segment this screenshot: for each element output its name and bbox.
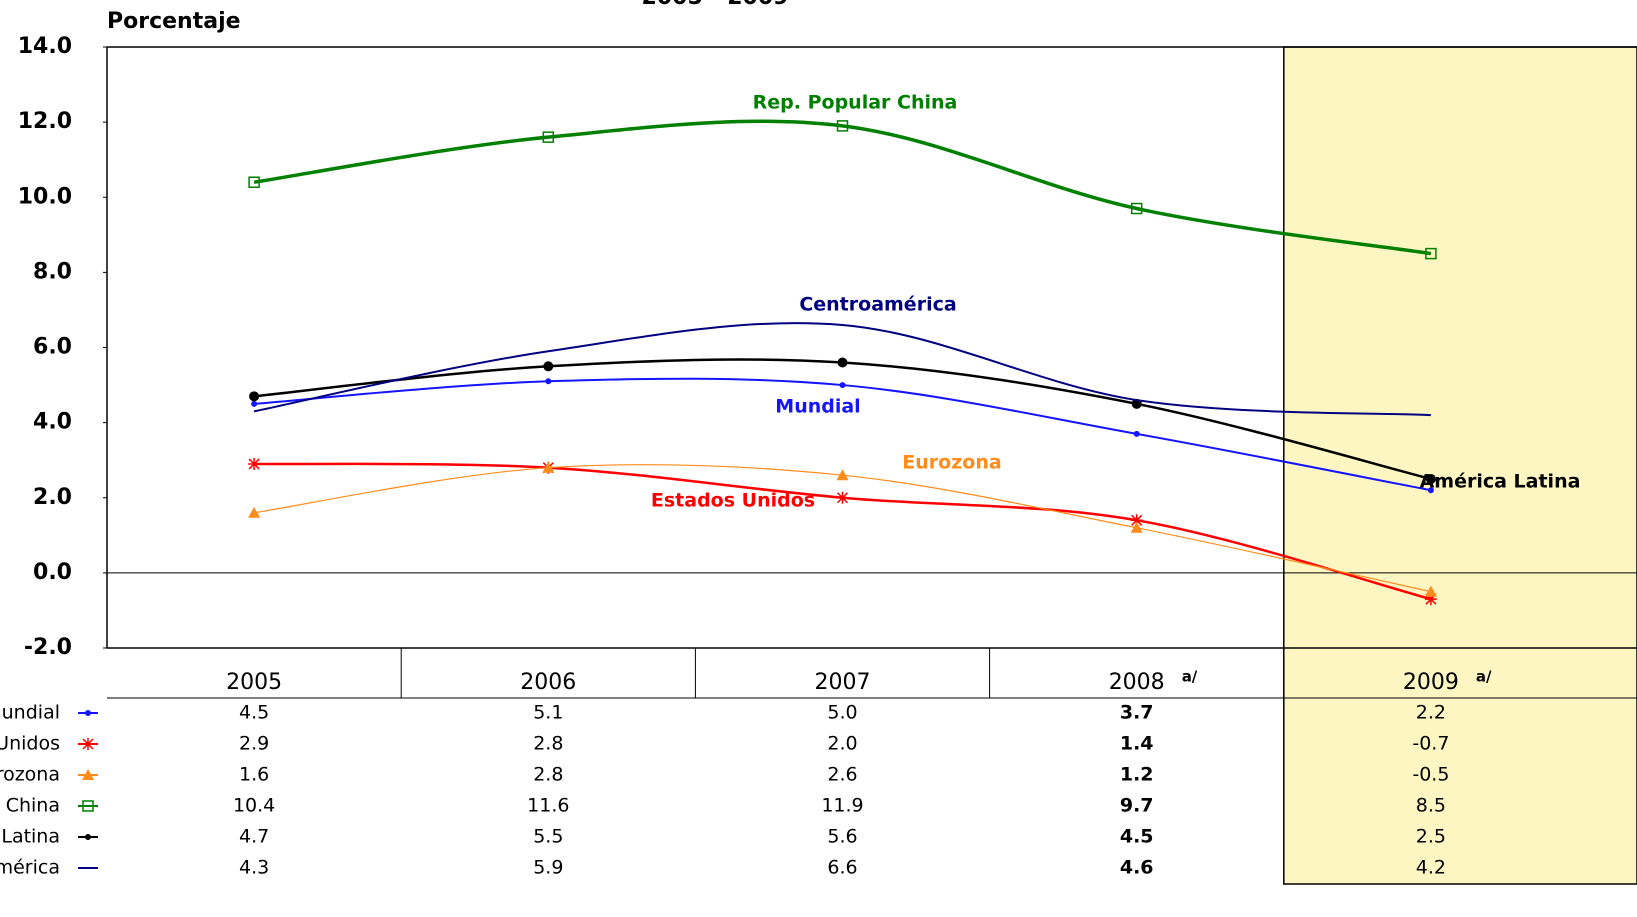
series-annotation: América Latina	[1420, 471, 1581, 493]
category-note: a/	[1182, 668, 1198, 686]
table-value: 4.6	[1120, 857, 1154, 879]
marker	[82, 738, 94, 750]
table-value: 11.6	[527, 795, 569, 817]
category-note: a/	[1476, 668, 1492, 686]
table-value: 1.4	[1120, 733, 1154, 755]
table-value: 2.8	[533, 764, 563, 786]
table-value: 5.9	[533, 857, 563, 879]
y-tick-label: 4.0	[33, 410, 72, 435]
y-tick-label: -2.0	[24, 635, 72, 660]
marker	[1425, 247, 1437, 260]
marker	[1425, 473, 1436, 484]
series-annotation: Estados Unidos	[651, 490, 815, 512]
table-value: 11.9	[821, 795, 863, 817]
table-value: 2.6	[827, 764, 857, 786]
table-value: 6.6	[827, 857, 857, 879]
table-value: 4.7	[239, 826, 269, 848]
marker	[1130, 521, 1143, 533]
series-line	[253, 358, 1432, 481]
series-annotation: Centroamérica	[799, 294, 956, 316]
table-value: 1.6	[239, 764, 269, 786]
marker	[251, 400, 258, 407]
y-tick-label: 0.0	[33, 560, 72, 585]
series-annotation: Mundial	[775, 396, 860, 418]
marker	[836, 491, 849, 504]
table-value: 4.5	[1120, 826, 1154, 848]
table-value: 5.6	[827, 826, 857, 848]
y-tick-label: 2.0	[33, 485, 72, 510]
table-value: 2.8	[533, 733, 563, 755]
x-tick-label: 2007	[815, 670, 871, 695]
y-tick-label: 8.0	[33, 259, 72, 284]
table-value: 9.7	[1120, 795, 1154, 817]
table-value: 5.0	[827, 702, 857, 724]
marker	[543, 361, 554, 372]
legend-label: Mundial	[0, 702, 60, 724]
y-tick-label: 10.0	[18, 184, 72, 209]
legend-label: Eurozona	[0, 764, 60, 786]
x-tick-label: 2005	[226, 670, 282, 695]
marker	[82, 800, 94, 812]
marker	[1427, 487, 1434, 494]
highlight-column	[1283, 46, 1637, 885]
legend-label: Centroamérica	[0, 857, 60, 879]
series-line	[253, 119, 1432, 256]
x-tick-label: 2009	[1403, 670, 1459, 695]
table-value: 8.5	[1416, 795, 1446, 817]
y-tick-label: 14.0	[18, 34, 72, 59]
y-axis-label: Porcentaje	[107, 9, 241, 34]
x-tick-label: 2006	[520, 670, 576, 695]
table-value: 2.2	[1416, 702, 1446, 724]
table-value: 5.1	[533, 702, 563, 724]
marker	[836, 469, 849, 481]
y-tick-label: 6.0	[33, 335, 72, 360]
marker	[836, 120, 849, 132]
marker	[1424, 585, 1437, 597]
marker	[839, 382, 846, 389]
marker	[1424, 593, 1437, 606]
chart-title: 2005 - 2009	[642, 0, 789, 10]
y-tick-label: 12.0	[18, 109, 72, 134]
table-value: 4.5	[239, 702, 269, 724]
marker	[85, 710, 91, 716]
series-annotation: Eurozona	[902, 452, 1001, 474]
marker	[85, 834, 91, 840]
series-line	[254, 462, 1432, 601]
table-value: 1.2	[1120, 764, 1154, 786]
table-value: 4.3	[239, 857, 269, 879]
x-tick-label: 2008	[1109, 670, 1165, 695]
marker	[542, 461, 555, 473]
series-annotation: Rep. Popular China	[753, 92, 958, 114]
table-value: 5.5	[533, 826, 563, 848]
table-value: 4.2	[1416, 857, 1446, 879]
marker	[837, 357, 848, 368]
table-value: -0.7	[1412, 733, 1449, 755]
marker	[542, 131, 555, 143]
series-line	[253, 322, 1431, 417]
marker	[1130, 514, 1143, 527]
table-value: 2.0	[827, 733, 857, 755]
legend-label: Estados Unidos	[0, 733, 60, 755]
legend-label: Rep. Popular China	[0, 795, 60, 817]
marker	[248, 176, 260, 188]
legend-label: América Latina	[0, 826, 60, 848]
table-value: -0.5	[1412, 764, 1449, 786]
table-value: 2.9	[239, 733, 269, 755]
marker	[248, 457, 261, 470]
marker	[249, 391, 260, 402]
table-value: 2.5	[1416, 826, 1446, 848]
marker	[1130, 202, 1143, 215]
marker	[1133, 430, 1140, 437]
table-value: 10.4	[233, 795, 275, 817]
table-value: 3.7	[1120, 702, 1154, 724]
marker	[82, 769, 94, 780]
marker	[248, 506, 261, 518]
marker	[545, 378, 552, 385]
